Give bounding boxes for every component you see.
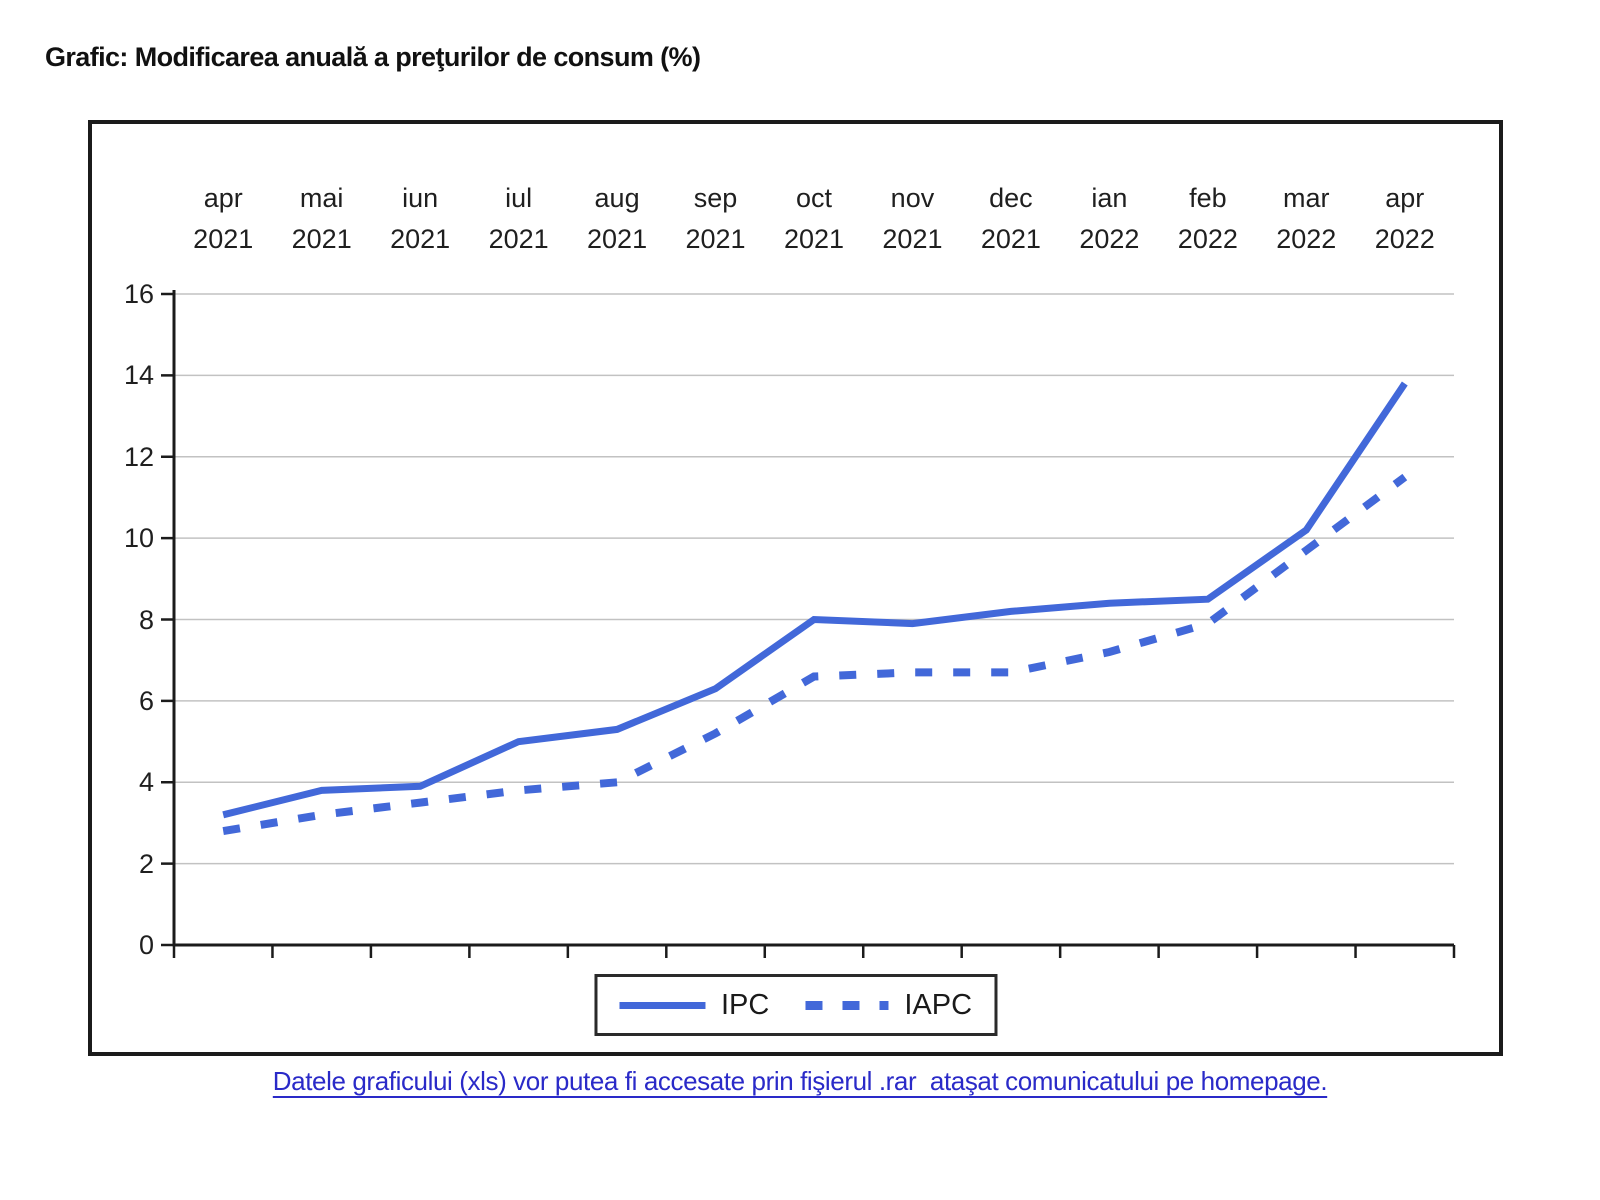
legend-label-iapc: IAPC [904,989,973,1021]
y-axis-label: 8 [138,604,154,635]
legend: IPC IAPC [593,974,998,1036]
y-axis-label: 16 [123,279,154,309]
legend-label-ipc: IPC [720,989,770,1021]
x-axis-label: mar 2022 [1276,183,1337,254]
x-axis-label: feb 2022 [1177,183,1238,254]
x-axis-label: oct 2021 [783,183,845,254]
x-axis-label: nov 2021 [882,183,943,254]
series-iapc-line [222,473,1408,836]
x-axis-label: apr 2022 [1374,183,1435,254]
series-ipc-line [222,381,1408,819]
x-axis-label: sep 2021 [685,183,746,254]
x-axis-label: ian 2022 [1079,183,1140,254]
y-axis-label: 0 [138,930,154,960]
x-axis-label: iul 2021 [488,183,549,254]
y-axis-label: 2 [138,848,154,879]
y-axis-label: 14 [123,360,154,391]
x-axis-label: dec 2021 [980,183,1041,254]
data-download-link[interactable]: Datele graficului (xls) vor putea fi acc… [272,1066,1328,1096]
y-axis-label: 10 [123,523,154,554]
y-axis-label: 4 [138,767,154,798]
iapc-dashed-line-sample [805,1000,889,1010]
dash-segment [842,1000,860,1010]
x-axis-label: iun 2021 [390,183,451,254]
plot-area [161,290,1456,958]
x-axis-label: aug 2021 [587,183,648,254]
ipc-solid-line-sample [618,1001,705,1009]
dash-segment [805,1000,823,1010]
x-axis-label: mai 2021 [291,183,352,254]
dash-segment [879,1000,889,1010]
footer: Datele graficului (xls) vor putea fi acc… [0,1066,1600,1097]
chart-frame: apr 2021 mai 2021 iun 2021 iul 2021 aug 2021 sep 20… [88,120,1503,1056]
chart-title: Grafic: Modificarea anuală a preţurilor … [45,42,701,72]
y-axis-label: 12 [123,441,154,472]
x-axis-label: apr 2021 [193,183,254,254]
y-axis-label: 6 [138,685,154,716]
